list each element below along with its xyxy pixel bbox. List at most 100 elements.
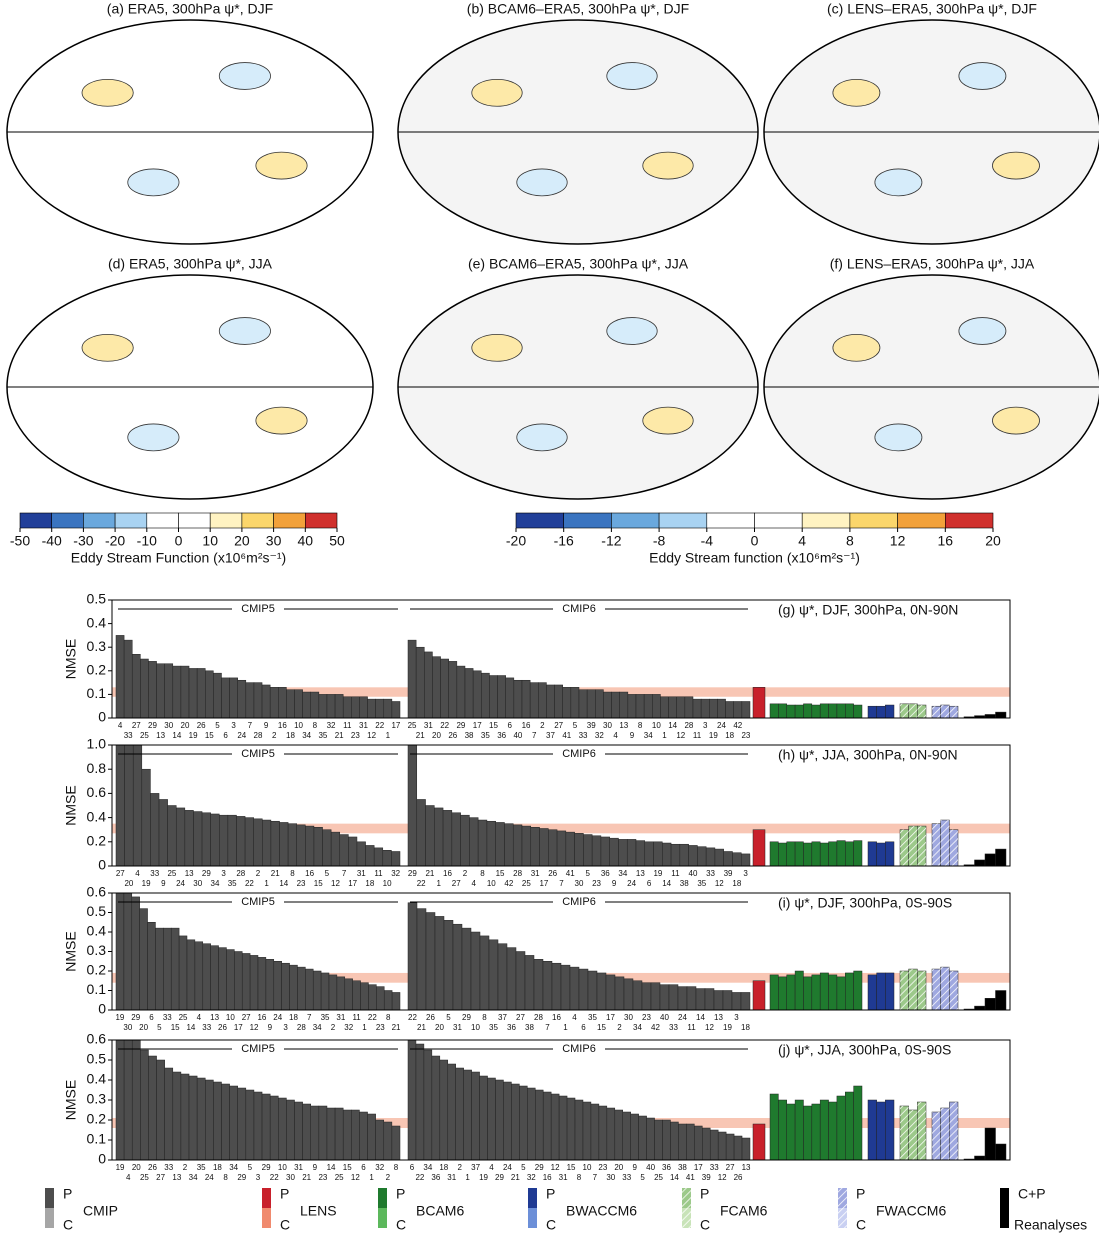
ensemble-bar [836,976,846,1010]
model-bar [294,689,303,718]
model-bar [167,805,177,866]
model-number: 20 [432,731,441,740]
model-bar [163,927,172,1010]
hatch [917,971,926,1010]
ensemble-bar [845,972,854,1010]
model-bar [320,972,330,1010]
model-bar [416,799,426,866]
model-number: 31 [559,1173,568,1182]
legend-swatch-bottom [262,1208,271,1228]
model-number: 34 [211,879,220,888]
model-number: 14 [186,1023,195,1032]
model-number: 6 [223,731,228,740]
model-bar [495,822,505,866]
model-number: 4 [472,879,477,888]
model-number: 22 [408,1013,417,1022]
model-bar [506,947,517,1010]
colorbar-swatch [801,512,851,529]
legend-name: Reanalyses [1014,1217,1087,1233]
ensemble-bar [885,972,895,1010]
model-number: 21 [392,1023,401,1032]
model-number: 38 [465,731,474,740]
model-bar [416,908,427,1010]
model-bar [505,677,515,718]
model-number: 15 [489,721,498,730]
ensemble-bar [778,842,787,866]
model-number: 5 [640,1173,645,1182]
y-tick-label: 0.3 [87,942,107,958]
map-contour [255,406,308,435]
model-bar [512,824,523,866]
model-number: 8 [223,1173,228,1182]
group-label: CMIP5 [241,1043,275,1055]
map-contour [958,317,1007,345]
map-contour [606,62,658,90]
map-title: (c) LENS–ERA5, 300hPa ψ*, DJF [827,1,1037,17]
colorbar-swatch [897,512,946,529]
model-number: 30 [606,1173,615,1182]
group-label: CMIP6 [562,1043,596,1055]
group-label: CMIP6 [562,896,596,908]
map-contour [642,151,694,180]
colorbar-tick-label: -12 [601,533,621,549]
ensemble-bar [853,840,863,866]
model-bar [261,684,271,718]
map-contour [992,406,1040,435]
hatch [940,967,950,1010]
model-bar [538,682,547,718]
model-number: 12 [705,1023,714,1032]
model-number: 29 [262,1163,271,1172]
model-bar [229,677,238,718]
ensemble-bar [811,704,821,718]
model-number: 21 [302,1173,311,1182]
model-number: 10 [583,1163,592,1172]
model-number: 42 [733,721,742,730]
model-number: 35 [318,731,327,740]
colorbar-tick-label: 20 [234,533,250,549]
ensemble-bar [885,704,895,718]
model-bar [391,701,401,718]
model-bar [440,658,449,718]
ensemble-bar [867,1099,877,1160]
model-bar [375,698,385,718]
y-tick-label: 0.8 [87,760,107,776]
model-bar [236,816,246,866]
map-contour [516,168,568,197]
group-label-bg [232,747,284,761]
model-bar [731,992,742,1010]
model-bar [618,839,628,866]
model-bar [407,902,418,1010]
y-tick-label: 0.6 [87,884,107,900]
model-number: 40 [513,731,522,740]
model-bar [527,1087,536,1160]
legend-bottom: C [700,1217,710,1233]
model-bar [312,970,322,1010]
model-bar [376,986,385,1010]
model-number: 25 [179,1013,188,1022]
colorbar-swatch [611,512,660,529]
model-bar [328,974,338,1010]
model-bar [513,679,523,718]
model-number: 33 [150,869,159,878]
model-bar [286,689,295,718]
model-bar [574,1099,584,1160]
model-bar [635,840,646,866]
model-bar [407,639,417,718]
model-bar [668,696,677,718]
model-number: 23 [592,879,601,888]
model-bar [570,687,580,718]
model-number: 3 [703,721,708,730]
model-bar [302,691,311,718]
model-bar [705,847,716,866]
model-bar [326,1107,336,1160]
model-bar [709,698,718,718]
legend-swatch-bottom [45,1208,54,1228]
model-bar [294,1101,303,1160]
model-number: 36 [497,731,506,740]
ensemble-bar [811,1103,821,1160]
model-bar [654,1119,663,1160]
model-number: 28 [236,869,245,878]
group-label-bg [553,602,605,616]
model-bar [741,1137,751,1160]
model-bar [310,1105,320,1160]
